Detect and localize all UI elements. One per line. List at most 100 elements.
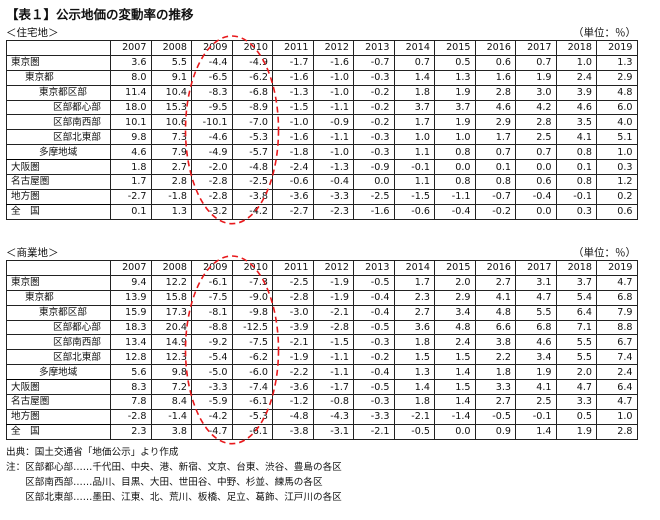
value-cell: -0.1: [555, 188, 597, 205]
value-cell: 1.4: [393, 69, 435, 86]
source-note: 出典：国土交通省「地価公示」より作成: [6, 447, 179, 458]
value-cell: -8.9: [231, 99, 273, 116]
value-cell: 10.4: [150, 84, 192, 101]
value-cell: -1.1: [312, 129, 354, 146]
value-cell: 4.6: [515, 334, 557, 351]
value-cell: -0.2: [353, 114, 395, 131]
residential-unit-label: （単位：％）: [573, 27, 636, 39]
value-cell: -5.0: [191, 364, 233, 381]
value-cell: 4.7: [596, 394, 638, 410]
year-header: 2019: [596, 40, 638, 56]
value-cell: -8.8: [191, 319, 233, 336]
value-cell: 4.7: [555, 379, 597, 396]
value-cell: 2.8: [150, 174, 192, 190]
value-cell: 0.8: [555, 174, 597, 190]
value-cell: -2.2: [272, 364, 314, 381]
value-cell: 0.7: [515, 54, 557, 71]
value-cell: -0.4: [353, 364, 395, 381]
value-cell: -2.1: [393, 408, 435, 425]
value-cell: -2.0: [191, 159, 233, 176]
value-cell: 0.7: [393, 54, 435, 71]
value-cell: -0.6: [393, 203, 435, 220]
value-cell: 1.1: [393, 174, 435, 190]
value-cell: -1.7: [272, 54, 314, 71]
value-cell: 18.3: [110, 319, 152, 336]
value-cell: 1.9: [434, 84, 476, 101]
value-cell: 10.1: [110, 114, 152, 131]
value-cell: -0.9: [353, 159, 395, 176]
value-cell: 6.7: [596, 334, 638, 351]
value-cell: 1.5: [434, 349, 476, 366]
value-cell: 1.2: [596, 174, 638, 190]
value-cell: -1.3: [272, 84, 314, 101]
value-cell: 0.3: [596, 159, 638, 176]
value-cell: -2.8: [272, 289, 314, 306]
value-cell: -1.5: [393, 188, 435, 205]
region-name: 区部北東部: [6, 349, 111, 366]
table-row: 全 国 2.3 3.8 -4.7 -6.1 -3.8 -3.1 -2.1 -0.5 0.0 0.9 1…: [6, 423, 638, 440]
value-cell: -4.9: [191, 144, 233, 161]
value-cell: 6.4: [555, 304, 597, 321]
value-cell: 4.0: [596, 114, 638, 131]
value-cell: -1.8: [150, 188, 192, 205]
commercial-unit-label: （単位：％）: [573, 247, 636, 259]
value-cell: -7.4: [231, 379, 273, 396]
region-name: 多摩地域: [6, 364, 111, 381]
value-cell: 0.1: [555, 159, 597, 176]
value-cell: 2.9: [474, 114, 516, 131]
value-cell: 1.1: [393, 144, 435, 161]
value-cell: 3.4: [434, 304, 476, 321]
table-row: 名古屋圏 1.7 2.8 -2.8 -2.5 -0.6 -0.4 0.0 1.1 0.8 0.8 0.…: [6, 174, 638, 190]
value-cell: 3.6: [393, 319, 435, 336]
value-cell: -0.8: [312, 394, 354, 410]
value-cell: 0.6: [596, 203, 638, 220]
value-cell: -7.0: [231, 114, 273, 131]
value-cell: -0.4: [515, 188, 557, 205]
table-row: 大阪圏 8.3 7.2 -3.3 -7.4 -3.6 -1.7 -0.5 1.4 1.5 3.3 4.…: [6, 379, 638, 396]
value-cell: -1.4: [434, 408, 476, 425]
region-name: 東京都: [6, 69, 111, 86]
value-cell: -1.6: [272, 129, 314, 146]
value-cell: -5.4: [191, 349, 233, 366]
table-row: 区部北東部 9.8 7.3 -4.6 -5.3 -1.6 -1.1 -0.3 1.0 1.0 1.7…: [6, 129, 638, 146]
value-cell: 1.0: [393, 129, 435, 146]
region-name: 東京圏: [6, 274, 111, 291]
value-cell: -0.5: [393, 423, 435, 440]
value-cell: 4.7: [596, 274, 638, 291]
value-cell: 14.9: [150, 334, 192, 351]
value-cell: -8.1: [191, 304, 233, 321]
value-cell: 2.9: [596, 69, 638, 86]
value-cell: 1.4: [434, 364, 476, 381]
value-cell: 2.0: [434, 274, 476, 291]
value-cell: 4.6: [474, 99, 516, 116]
region-name: 名古屋圏: [6, 394, 111, 410]
value-cell: -2.3: [312, 203, 354, 220]
value-cell: 3.0: [515, 84, 557, 101]
value-cell: -0.3: [353, 69, 395, 86]
value-cell: -1.0: [312, 144, 354, 161]
value-cell: 1.3: [434, 69, 476, 86]
region-name: 区部南西部: [6, 334, 111, 351]
value-cell: -6.2: [231, 69, 273, 86]
note-northeast: 区部北東部……墨田、江東、北、荒川、板橋、足立、葛飾、江戸川の各区: [6, 492, 342, 503]
commercial-header-row: 2007 2008 2009 2010 2011 2012 2013 2014 2015 2016…: [6, 260, 638, 276]
value-cell: -3.1: [312, 423, 354, 440]
value-cell: 1.8: [393, 334, 435, 351]
value-cell: -6.0: [231, 364, 273, 381]
value-cell: 18.0: [110, 99, 152, 116]
value-cell: -9.0: [231, 289, 273, 306]
value-cell: 1.7: [393, 114, 435, 131]
value-cell: -0.4: [312, 174, 354, 190]
table-row: 区部都心部 18.3 20.4 -8.8 -12.5 -3.9 -2.8 -0.5 3.6 4.8…: [6, 319, 638, 336]
value-cell: 1.7: [393, 274, 435, 291]
value-cell: 7.2: [150, 379, 192, 396]
value-cell: 0.8: [474, 174, 516, 190]
value-cell: 13.4: [110, 334, 152, 351]
value-cell: 4.6: [110, 144, 152, 161]
year-header: 2017: [515, 40, 557, 56]
year-header: 2011: [272, 260, 314, 276]
value-cell: 2.0: [555, 364, 597, 381]
value-cell: 0.5: [434, 54, 476, 71]
value-cell: 2.4: [596, 364, 638, 381]
value-cell: 0.8: [555, 144, 597, 161]
